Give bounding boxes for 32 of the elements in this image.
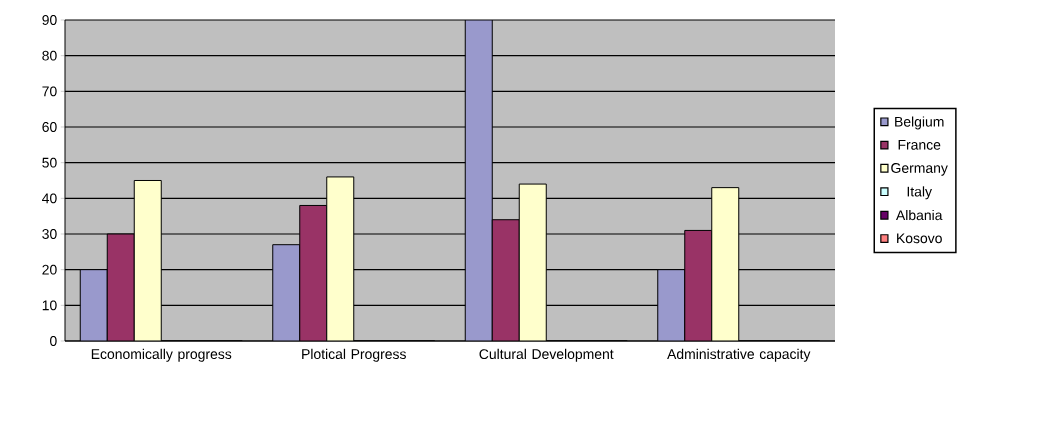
bar (657, 269, 686, 341)
legend-label: Germany (891, 163, 948, 176)
bar (711, 187, 740, 341)
y-tick-label: 30 (42, 229, 57, 239)
y-tick-label: 60 (42, 122, 57, 132)
x-tick-label: Administrative capacity (667, 348, 811, 362)
x-tick-label: Economically progress (91, 348, 232, 362)
y-tick-label: 10 (42, 300, 57, 311)
legend-label: Italy (907, 186, 932, 200)
legend-label: Albania (895, 209, 943, 221)
legend-label: Belgium (895, 116, 944, 130)
x-tick-label: Plotical Progress (302, 348, 406, 362)
bar (518, 183, 547, 341)
y-tick-label: 50 (42, 157, 57, 168)
bar (684, 229, 713, 341)
bar (133, 180, 162, 341)
y-tick-label: 70 (42, 86, 57, 97)
y-tick-label: 80 (42, 50, 57, 61)
y-tick-label: 0 (50, 336, 57, 346)
legend-label: Kosovo (897, 233, 942, 244)
y-tick-label: 20 (42, 264, 57, 275)
bar (106, 233, 135, 341)
bar (79, 269, 108, 341)
bar (272, 244, 301, 341)
legend-label: France (898, 140, 941, 150)
x-tick-label: Cultural Development (479, 348, 614, 362)
y-tick-label: 40 (42, 193, 57, 204)
bar (326, 176, 355, 341)
bar (464, 20, 493, 341)
y-tick-label: 90 (42, 15, 57, 25)
bar (491, 219, 520, 341)
bar (299, 204, 328, 341)
